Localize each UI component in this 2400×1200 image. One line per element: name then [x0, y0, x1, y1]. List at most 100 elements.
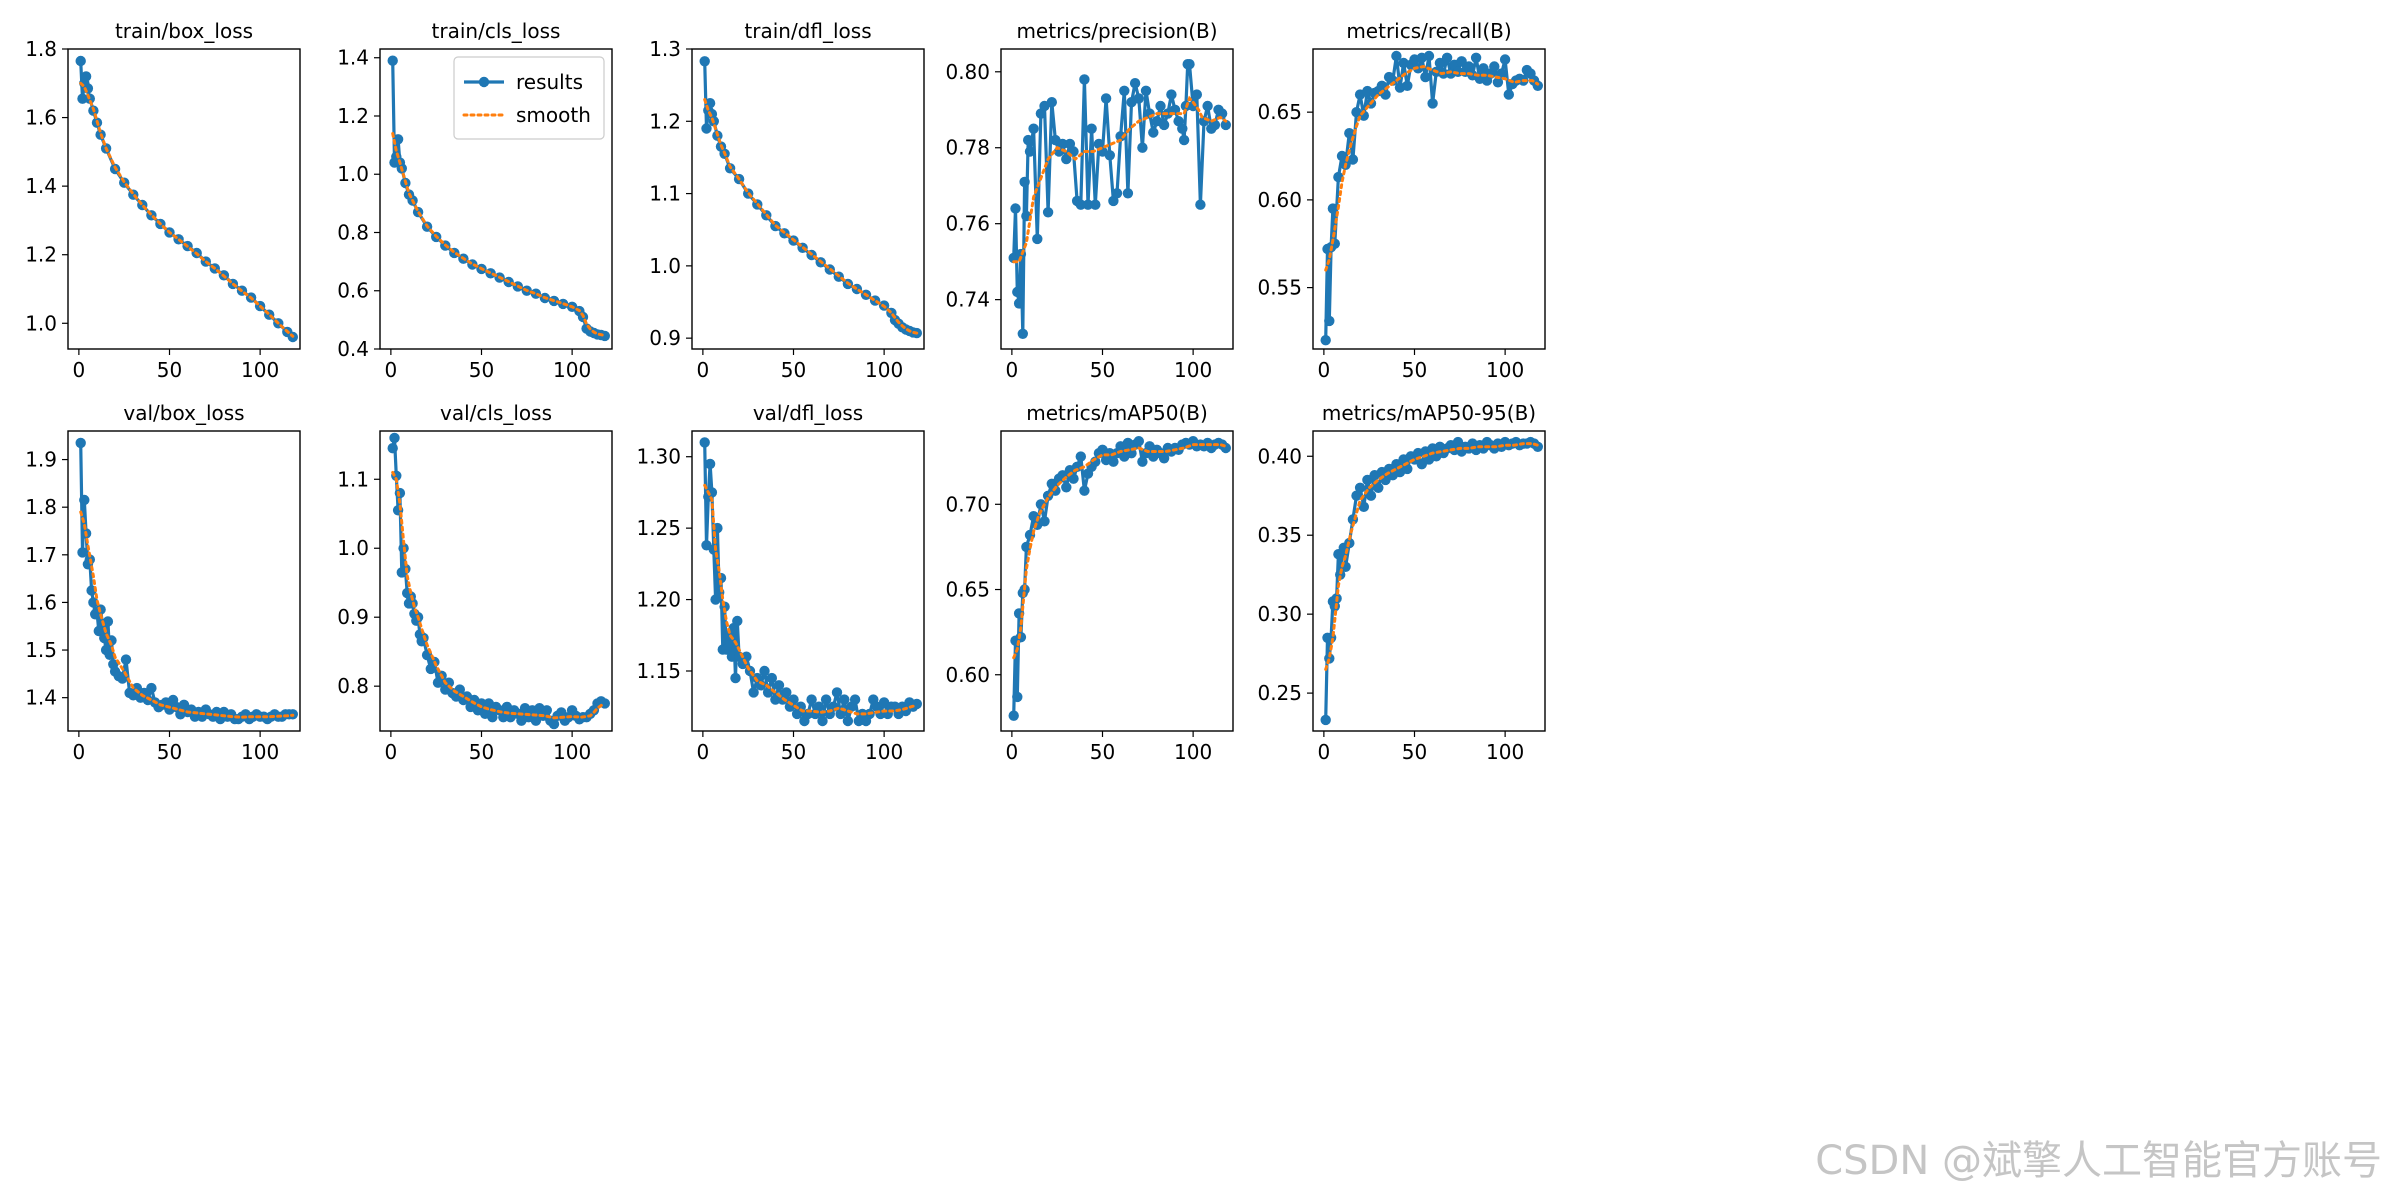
chart-metrics-map50-b: metrics/mAP50(B) 0 50 100 0.60 0.65 0.70: [945, 401, 1234, 764]
plot-area: [699, 437, 922, 727]
results-point: [1358, 501, 1370, 512]
results-point: [1012, 286, 1023, 298]
results-point: [1013, 298, 1025, 309]
y-tick-label: 0.4: [337, 337, 369, 361]
results-point: [1022, 134, 1034, 146]
results-point: [1032, 233, 1043, 245]
smooth-series-line: [1324, 64, 1540, 272]
results-point: [1024, 146, 1036, 157]
x-tick-label: 100: [865, 740, 903, 764]
results-point: [498, 712, 509, 723]
chart-title: metrics/mAP50-95(B): [1322, 401, 1536, 425]
results-point: [1068, 473, 1079, 484]
results-point: [387, 443, 398, 454]
x-tick-label: 50: [781, 740, 806, 764]
results-point: [146, 682, 157, 694]
results-point: [1195, 199, 1206, 210]
chart-title: val/cls_loss: [440, 401, 552, 425]
results-point: [1028, 123, 1039, 134]
smooth-series-line: [1324, 442, 1540, 671]
y-tick-label: 0.8: [337, 674, 369, 698]
results-point: [849, 694, 861, 705]
x-tick-label: 100: [241, 740, 279, 764]
axes-frame: [67, 430, 301, 732]
x-tick-label: 50: [157, 358, 182, 382]
x-tick-label: 0: [385, 740, 398, 764]
results-point: [1423, 50, 1435, 62]
x-tick-label: 100: [1174, 358, 1212, 382]
chart-title: train/box_loss: [115, 19, 253, 43]
results-point: [1042, 207, 1054, 218]
y-tick-label: 0.9: [649, 326, 681, 350]
legend-smooth-label: smooth: [516, 103, 591, 127]
results-point: [104, 649, 115, 660]
y-tick-label: 0.30: [1257, 602, 1302, 626]
results-point: [1470, 52, 1482, 63]
y-tick-label: 0.60: [1257, 188, 1302, 212]
legend: results smooth: [453, 56, 605, 140]
results-point: [102, 616, 114, 627]
chart-val-box-loss: val/box_loss 0 50 100 1.4 1.5 1.6 1.7 1.8 1.9: [25, 401, 301, 764]
plot-area: [699, 56, 922, 339]
results-point: [773, 680, 785, 691]
results-point: [1351, 490, 1362, 501]
results-point: [1079, 74, 1090, 85]
results-point: [1010, 203, 1021, 214]
results-point: [1166, 89, 1177, 100]
results-series-line: [79, 60, 294, 339]
y-tick-label: 1.25: [636, 516, 681, 540]
results-point: [1402, 463, 1413, 475]
legend-box: [453, 56, 605, 140]
results-point: [1402, 80, 1413, 92]
results-point: [1324, 315, 1335, 327]
results-point: [1336, 150, 1348, 162]
results-point: [748, 687, 759, 698]
results-point: [817, 715, 828, 727]
results-point: [1365, 490, 1377, 501]
legend-results-label: results: [516, 70, 583, 94]
results-point: [1387, 75, 1399, 86]
x-tick-label: 50: [781, 358, 806, 382]
results-point: [1133, 436, 1145, 447]
results-point: [1086, 123, 1097, 134]
results-point: [1202, 100, 1213, 112]
chart-train-cls-loss: train/cls_loss 0 50 100 0.4 0.6 0.8 1.0 1.2 1.4 re…: [337, 19, 613, 382]
chart-val-dfl-loss: val/dfl_loss 0 50 100 1.15 1.20 1.25 1.30: [636, 401, 925, 764]
smooth-series-line: [391, 470, 607, 720]
chart-train-dfl-loss: train/dfl_loss 0 50 100 0.9 1.0 1.1 1.2 1.3: [649, 19, 925, 382]
y-tick-label: 1.8: [25, 495, 57, 519]
x-tick-label: 0: [73, 358, 86, 382]
results-point: [732, 615, 743, 627]
results-point: [1427, 98, 1438, 109]
y-tick-label: 1.3: [649, 37, 681, 61]
axes-frame: [1312, 430, 1546, 732]
results-point: [1137, 456, 1148, 467]
y-tick-label: 1.9: [25, 448, 57, 472]
chart-title: train/dfl_loss: [744, 19, 871, 43]
axes-frame: [379, 430, 613, 732]
results-point: [389, 432, 400, 444]
chart-val-cls-loss: val/cls_loss 0 50 100 0.8 0.9 1.0 1.1: [337, 401, 613, 764]
y-tick-label: 0.25: [1257, 681, 1302, 705]
results-point: [699, 56, 710, 67]
plot-area: [1008, 436, 1232, 721]
y-tick-label: 1.1: [337, 467, 369, 491]
results-point: [839, 694, 850, 705]
results-point: [766, 672, 777, 684]
results-point: [1075, 451, 1087, 462]
y-tick-label: 1.4: [25, 686, 57, 710]
results-point: [88, 597, 99, 608]
x-tick-label: 0: [1006, 358, 1019, 382]
chart-title: val/dfl_loss: [753, 401, 863, 425]
results-point: [80, 71, 92, 82]
y-tick-label: 0.9: [337, 605, 369, 629]
axes-frame: [379, 48, 613, 350]
y-tick-label: 0.65: [945, 578, 990, 602]
chart-title: val/box_loss: [123, 401, 244, 425]
results-point: [1158, 453, 1170, 464]
results-point: [1324, 653, 1335, 664]
results-point: [726, 651, 738, 662]
y-tick-label: 1.6: [25, 590, 57, 614]
x-tick-label: 100: [1486, 740, 1524, 764]
